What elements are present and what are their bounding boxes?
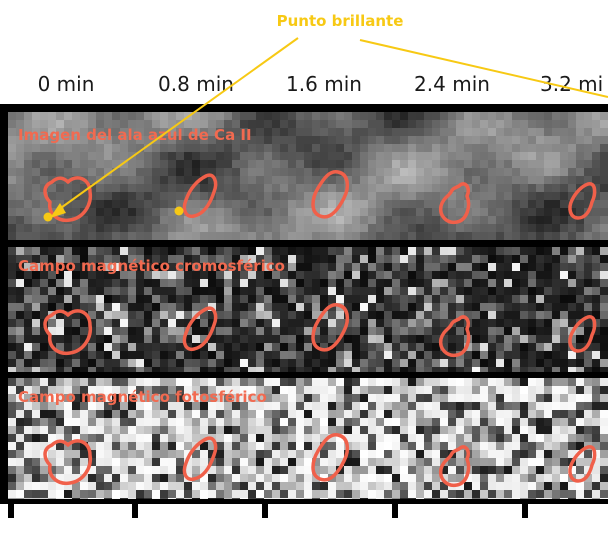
- annotation-arrow-line-2: [359, 39, 608, 98]
- bright-point-marker-2: [174, 206, 184, 216]
- contour-row0-col4: [568, 182, 597, 220]
- bottom-tick-0: [8, 504, 14, 518]
- contour-row0-col3: [438, 182, 471, 225]
- bottom-axis-strip: [0, 504, 608, 534]
- bottom-tick-4: [522, 504, 528, 518]
- contour-row0-col2: [311, 169, 350, 219]
- contour-row1-col0: [43, 309, 93, 356]
- contour-row0-col1: [182, 173, 218, 219]
- row-label-ca-ii: Imagen del ala azul de Ca II: [18, 126, 252, 144]
- time-label-3: 2.4 min: [414, 72, 490, 96]
- row-panel-photospheric-field: [8, 378, 608, 499]
- bottom-tick-3: [392, 504, 398, 518]
- bottom-tick-2: [262, 504, 268, 518]
- contour-row1-col1: [182, 306, 218, 352]
- time-label-2: 1.6 min: [286, 72, 362, 96]
- contour-row2-col2: [311, 432, 350, 482]
- annotation-arrow-line-1: [57, 37, 299, 211]
- contour-row2-col1: [182, 436, 218, 482]
- row-panel-ca-ii: [8, 112, 608, 240]
- row-label-chromospheric-field: Campo magnético cromosférico: [18, 257, 285, 275]
- bottom-tick-1: [132, 504, 138, 518]
- bright-point-marker-1: [43, 212, 53, 222]
- row-label-photospheric-field: Campo magnético fotosférico: [18, 388, 267, 406]
- contour-row1-col3: [438, 315, 471, 358]
- annotation-arrow-head-1: [50, 203, 66, 218]
- contour-row2-col3: [438, 445, 471, 488]
- bright-point-annotation: Punto brillante: [277, 12, 404, 30]
- row-panel-chromospheric-field: [8, 247, 608, 372]
- time-label-0: 0 min: [38, 72, 95, 96]
- contour-row1-col4: [568, 315, 597, 353]
- contour-row2-col4: [568, 445, 597, 483]
- bottom-ticks: [8, 504, 528, 518]
- contour-row1-col2: [311, 302, 350, 352]
- contour-row2-col0: [43, 439, 93, 486]
- contours: [43, 169, 597, 488]
